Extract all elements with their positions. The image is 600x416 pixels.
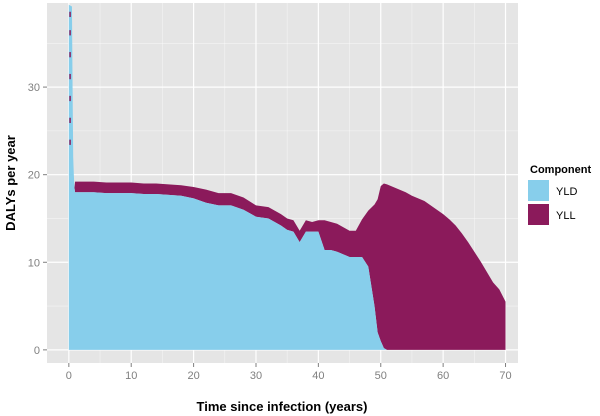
y-tick-label: 10 [28, 257, 40, 269]
legend-key-yll [528, 204, 549, 225]
axis-tick-labels: 0 10 20 30 40 50 60 70 0 10 20 30 [28, 82, 512, 382]
area-yll [68, 4, 506, 350]
axis-ticks [43, 86, 507, 367]
x-tick-label: 40 [312, 370, 324, 382]
legend-key-yld [528, 180, 549, 201]
x-tick-label: 70 [499, 370, 511, 382]
x-tick-label: 50 [375, 370, 387, 382]
y-axis-title: DALYs per year [3, 135, 18, 231]
legend-label-yll: YLL [556, 210, 576, 222]
legend: Component YLD YLL [528, 164, 591, 225]
x-tick-label: 10 [125, 370, 137, 382]
x-tick-label: 30 [250, 370, 262, 382]
area-yld [68, 4, 506, 350]
stacked-areas [68, 4, 506, 350]
legend-title: Component [530, 164, 591, 176]
x-tick-label: 60 [437, 370, 449, 382]
x-tick-label: 20 [187, 370, 199, 382]
y-tick-label: 20 [28, 170, 40, 182]
y-tick-label: 0 [34, 345, 40, 357]
x-axis-title: Time since infection (years) [197, 399, 368, 414]
legend-label-yld: YLD [556, 186, 577, 198]
x-tick-label: 0 [66, 370, 72, 382]
y-tick-label: 30 [28, 82, 40, 94]
